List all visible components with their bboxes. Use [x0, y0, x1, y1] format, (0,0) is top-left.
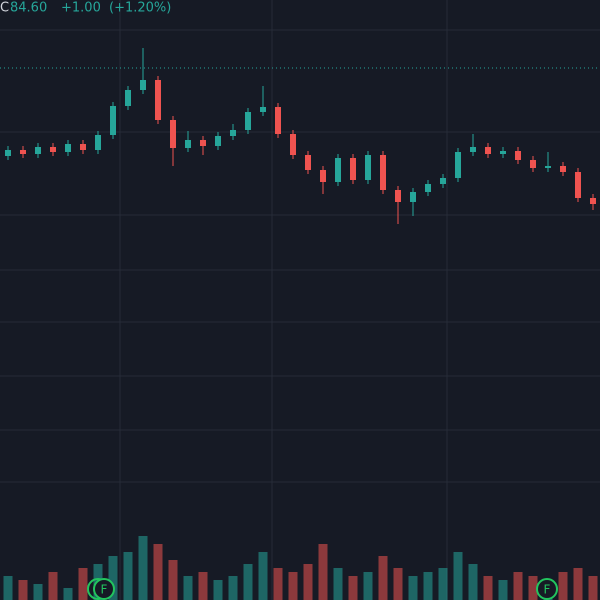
volume-bar: [198, 572, 208, 600]
candle-body: [50, 147, 56, 152]
marker-label: F: [101, 583, 108, 597]
volume-bar: [333, 568, 343, 600]
candle-body: [470, 147, 476, 152]
marker-label: F: [544, 583, 551, 597]
candle-body: [455, 152, 461, 178]
candle-body: [80, 144, 86, 150]
candle-body: [380, 155, 386, 190]
candle-body: [545, 166, 551, 168]
candle-body: [170, 120, 176, 148]
candle-body: [560, 166, 566, 172]
volume-bar: [573, 568, 583, 600]
volume-bar: [273, 568, 283, 600]
volume-bar: [438, 568, 448, 600]
candle-body: [140, 80, 146, 90]
close-value: 84.60: [10, 1, 47, 16]
volume-bar: [228, 576, 238, 600]
volume-bar: [498, 580, 508, 600]
volume-bar: [408, 576, 418, 600]
volume-bar: [243, 564, 253, 600]
volume-bar: [363, 572, 373, 600]
volume-bar: [393, 568, 403, 600]
volume-bar: [183, 576, 193, 600]
volume-bar: [558, 572, 568, 600]
volume-bar: [378, 556, 388, 600]
candle-body: [290, 134, 296, 155]
volume-bar: [528, 576, 538, 600]
candle-body: [185, 140, 191, 148]
candle-body: [200, 140, 206, 146]
candle-body: [365, 155, 371, 180]
candle-body: [215, 136, 221, 146]
volume-bar: [468, 564, 478, 600]
candle-body: [590, 198, 596, 204]
candle-body: [260, 107, 266, 112]
symbol-label: C: [0, 1, 9, 16]
candle-body: [110, 106, 116, 135]
volume-bar: [513, 572, 523, 600]
candle-body: [125, 90, 131, 106]
candle-body: [485, 147, 491, 154]
candle-body: [530, 160, 536, 168]
candle-body: [35, 147, 41, 154]
candle-body: [5, 150, 11, 156]
volume-bar: [303, 564, 313, 600]
volume-bar: [168, 560, 178, 600]
volume-bar: [348, 576, 358, 600]
candle-body: [155, 80, 161, 120]
volume-bar: [318, 544, 328, 600]
volume-bar: [108, 556, 118, 600]
volume-bar: [18, 580, 28, 600]
event-marker[interactable]: F: [87, 578, 115, 600]
change-pct: (+1.20%): [109, 1, 171, 16]
candle-body: [335, 158, 341, 182]
volume-bar: [588, 576, 598, 600]
volume-bar: [453, 552, 463, 600]
volume-bar: [78, 568, 88, 600]
volume-bar: [33, 584, 43, 600]
volume-bar: [258, 552, 268, 600]
candle-body: [20, 150, 26, 154]
volume-bar: [48, 572, 58, 600]
volume-bar: [138, 536, 148, 600]
candle-body: [65, 144, 71, 152]
volume-bar: [483, 576, 493, 600]
candle-body: [425, 184, 431, 192]
candle-body: [575, 172, 581, 198]
candle-body: [350, 158, 356, 180]
candle-body: [440, 178, 446, 184]
candle-body: [245, 112, 251, 130]
volume-bar: [123, 552, 133, 600]
volume-bar: [423, 572, 433, 600]
candle-body: [230, 130, 236, 136]
volume-bar: [63, 588, 73, 600]
candle-body: [275, 107, 281, 134]
candle-body: [500, 151, 506, 154]
volume-bar: [153, 544, 163, 600]
candle-body: [320, 170, 326, 182]
candle-body: [305, 155, 311, 170]
volume-bar: [3, 576, 13, 600]
change: +1.00: [61, 1, 101, 16]
volume-bar: [213, 580, 223, 600]
candle-body: [95, 135, 101, 150]
candle-body: [515, 151, 521, 160]
candle-body: [395, 190, 401, 202]
candle-body: [410, 192, 416, 202]
event-marker[interactable]: F: [536, 578, 558, 600]
volume-bar: [288, 572, 298, 600]
